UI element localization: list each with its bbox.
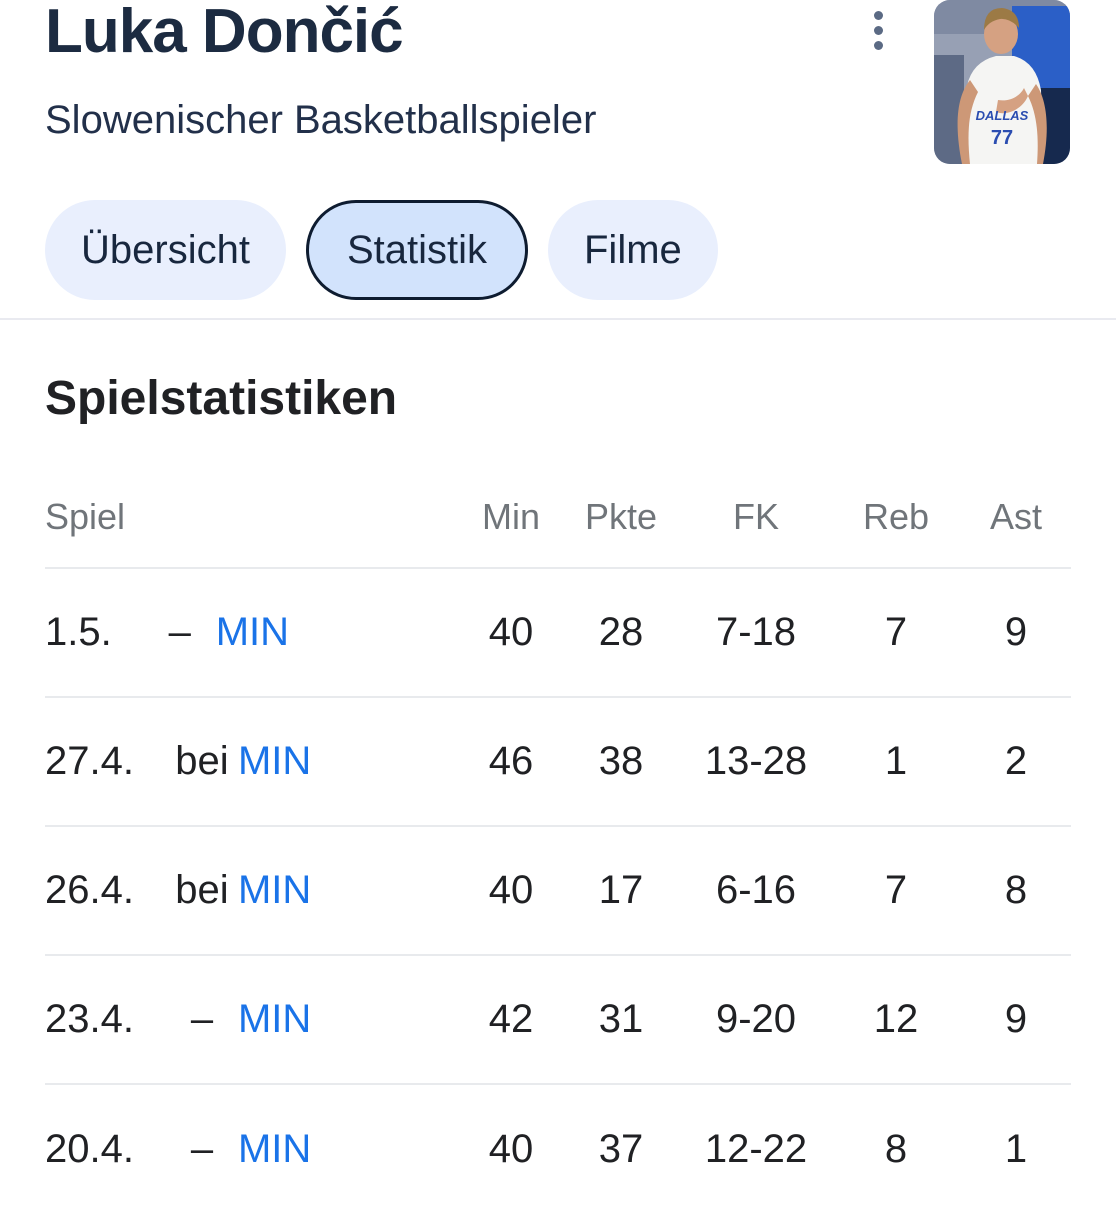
stat-pkte: 31 (598, 997, 644, 1041)
game-date: 27.4. (45, 739, 134, 783)
opponent-team-link[interactable]: MIN (237, 997, 312, 1041)
stat-ast: 9 (1004, 997, 1028, 1041)
opponent-team-link[interactable]: MIN (237, 1127, 312, 1171)
game-venue-prefix: bei (175, 868, 229, 912)
table-row: 26.4. bei MIN 40 17 6-16 7 8 (45, 827, 1071, 956)
entity-subtitle: Slowenischer Basketballspieler (45, 98, 597, 142)
table-row: 23.4. – MIN 42 31 9-20 12 9 (45, 956, 1071, 1085)
stat-fk: 13-28 (704, 739, 808, 783)
stat-min: 40 (488, 868, 534, 912)
game-venue-prefix: – (190, 997, 214, 1041)
stat-fk: 12-22 (704, 1127, 808, 1171)
stat-reb: 8 (884, 1127, 908, 1171)
opponent-team-link[interactable]: MIN (237, 868, 312, 912)
game-stats-section: Spielstatistiken Spiel Min Pkte FK Reb A… (0, 370, 1116, 1214)
table-row: 1.5. – MIN 40 28 7-18 7 9 (45, 569, 1071, 698)
section-divider (0, 318, 1116, 320)
kebab-dot (874, 26, 883, 35)
stat-min: 42 (488, 997, 534, 1041)
entity-photo[interactable]: DALLAS 77 (934, 0, 1070, 164)
stat-pkte: 17 (598, 868, 644, 912)
stat-ast: 8 (1004, 868, 1028, 912)
table-row: 27.4. bei MIN 46 38 13-28 1 2 (45, 698, 1071, 827)
game-venue-prefix: – (168, 610, 191, 654)
tab-statistik[interactable]: Statistik (305, 200, 528, 300)
table-header-row: Spiel Min Pkte FK Reb Ast (45, 428, 1071, 569)
stat-reb: 1 (884, 739, 908, 783)
tab-filme[interactable]: Filme (548, 200, 718, 300)
knowledge-panel-header: Luka Dončić DALLAS 77 Slowenischer Baske… (0, 0, 1116, 164)
game-venue-prefix: – (190, 1127, 214, 1171)
game-stats-table: Spiel Min Pkte FK Reb Ast 1.5. – MIN 40 … (45, 428, 1071, 1214)
svg-text:77: 77 (991, 127, 1013, 149)
stat-pkte: 38 (598, 739, 644, 783)
column-header-pkte: Pkte (584, 496, 658, 537)
stat-reb: 7 (884, 610, 908, 654)
page-title: Luka Dončić (45, 0, 404, 66)
stat-pkte: 37 (598, 1127, 644, 1171)
stat-reb: 12 (873, 997, 919, 1041)
column-header-ast: Ast (989, 496, 1042, 537)
section-heading: Spielstatistiken (45, 372, 398, 425)
stat-fk: 6-16 (715, 868, 797, 912)
kebab-menu-icon[interactable] (874, 11, 914, 61)
tab-uebersicht[interactable]: Übersicht (45, 200, 286, 300)
opponent-team-link[interactable]: MIN (215, 610, 290, 654)
column-header-spiel: Spiel (45, 496, 126, 537)
stat-ast: 9 (1004, 610, 1028, 654)
kebab-dot (874, 11, 883, 20)
svg-text:DALLAS: DALLAS (976, 108, 1029, 123)
opponent-team-link[interactable]: MIN (237, 739, 312, 783)
column-header-fk: FK (732, 496, 779, 537)
tab-bar: Übersicht Statistik Filme (0, 200, 1116, 300)
game-venue-prefix: bei (175, 739, 229, 783)
table-row: 20.4. – MIN 40 37 12-22 8 1 (45, 1085, 1071, 1214)
stat-fk: 9-20 (715, 997, 797, 1041)
stat-fk: 7-18 (715, 610, 797, 654)
stat-min: 40 (488, 1127, 534, 1171)
game-date: 20.4. (45, 1127, 134, 1171)
column-header-min: Min (481, 496, 540, 537)
stat-ast: 2 (1004, 739, 1028, 783)
stat-min: 40 (488, 610, 534, 654)
game-date: 1.5. (45, 610, 112, 654)
stat-ast: 1 (1004, 1127, 1028, 1171)
kebab-dot (874, 41, 883, 50)
stat-reb: 7 (884, 868, 908, 912)
stat-min: 46 (488, 739, 534, 783)
player-photo-illustration: DALLAS 77 (934, 0, 1070, 164)
stat-pkte: 28 (598, 610, 644, 654)
game-date: 26.4. (45, 868, 134, 912)
game-date: 23.4. (45, 997, 134, 1041)
column-header-reb: Reb (862, 496, 930, 537)
